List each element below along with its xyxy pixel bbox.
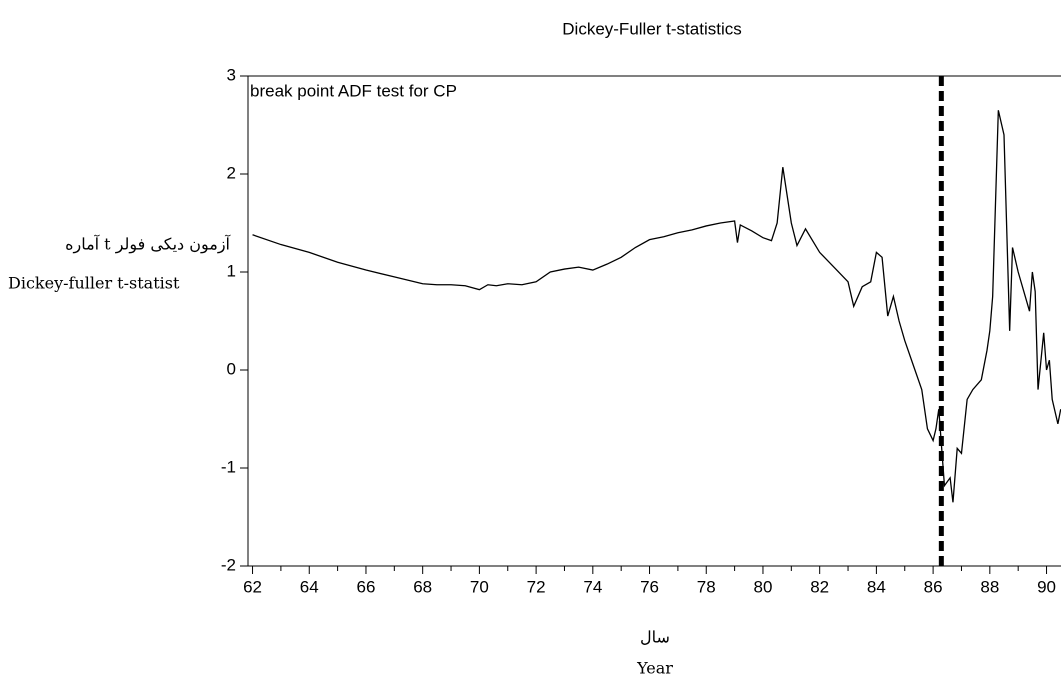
x-tick-label: 78 — [697, 577, 716, 596]
y-axis-label: آماره t آزمون دیکی فولر — [65, 234, 231, 254]
y-tick-label: 2 — [227, 163, 236, 182]
y-tick-label: 0 — [227, 359, 236, 378]
x-tick-label: 88 — [980, 577, 999, 596]
y-tick-label: 3 — [227, 65, 236, 84]
y-tick-label: -1 — [221, 457, 236, 476]
x-tick-label: 72 — [527, 577, 546, 596]
x-tick-label: 82 — [810, 577, 829, 596]
x-axis-label: Year — [636, 659, 673, 678]
x-tick-label: 90 — [1037, 577, 1056, 596]
x-axis-label: سال — [640, 628, 670, 647]
x-tick-label: 74 — [583, 577, 602, 596]
x-tick-label: 64 — [300, 577, 319, 596]
x-tick-label: 66 — [357, 577, 376, 596]
annotation: break point ADF test for CP — [250, 81, 457, 100]
y-tick-label: 1 — [227, 261, 236, 280]
y-axis-label: Dickey-fuller t-statist — [8, 274, 180, 293]
x-tick-label: 80 — [754, 577, 773, 596]
y-tick-label: -2 — [221, 555, 236, 574]
x-tick-label: 62 — [243, 577, 262, 596]
x-tick-label: 86 — [924, 577, 943, 596]
x-tick-label: 70 — [470, 577, 489, 596]
x-tick-label: 76 — [640, 577, 659, 596]
data-line — [252, 110, 1061, 503]
x-tick-label: 84 — [867, 577, 886, 596]
chart-title: Dickey-Fuller t-statistics — [562, 19, 741, 38]
x-tick-label: 68 — [413, 577, 432, 596]
